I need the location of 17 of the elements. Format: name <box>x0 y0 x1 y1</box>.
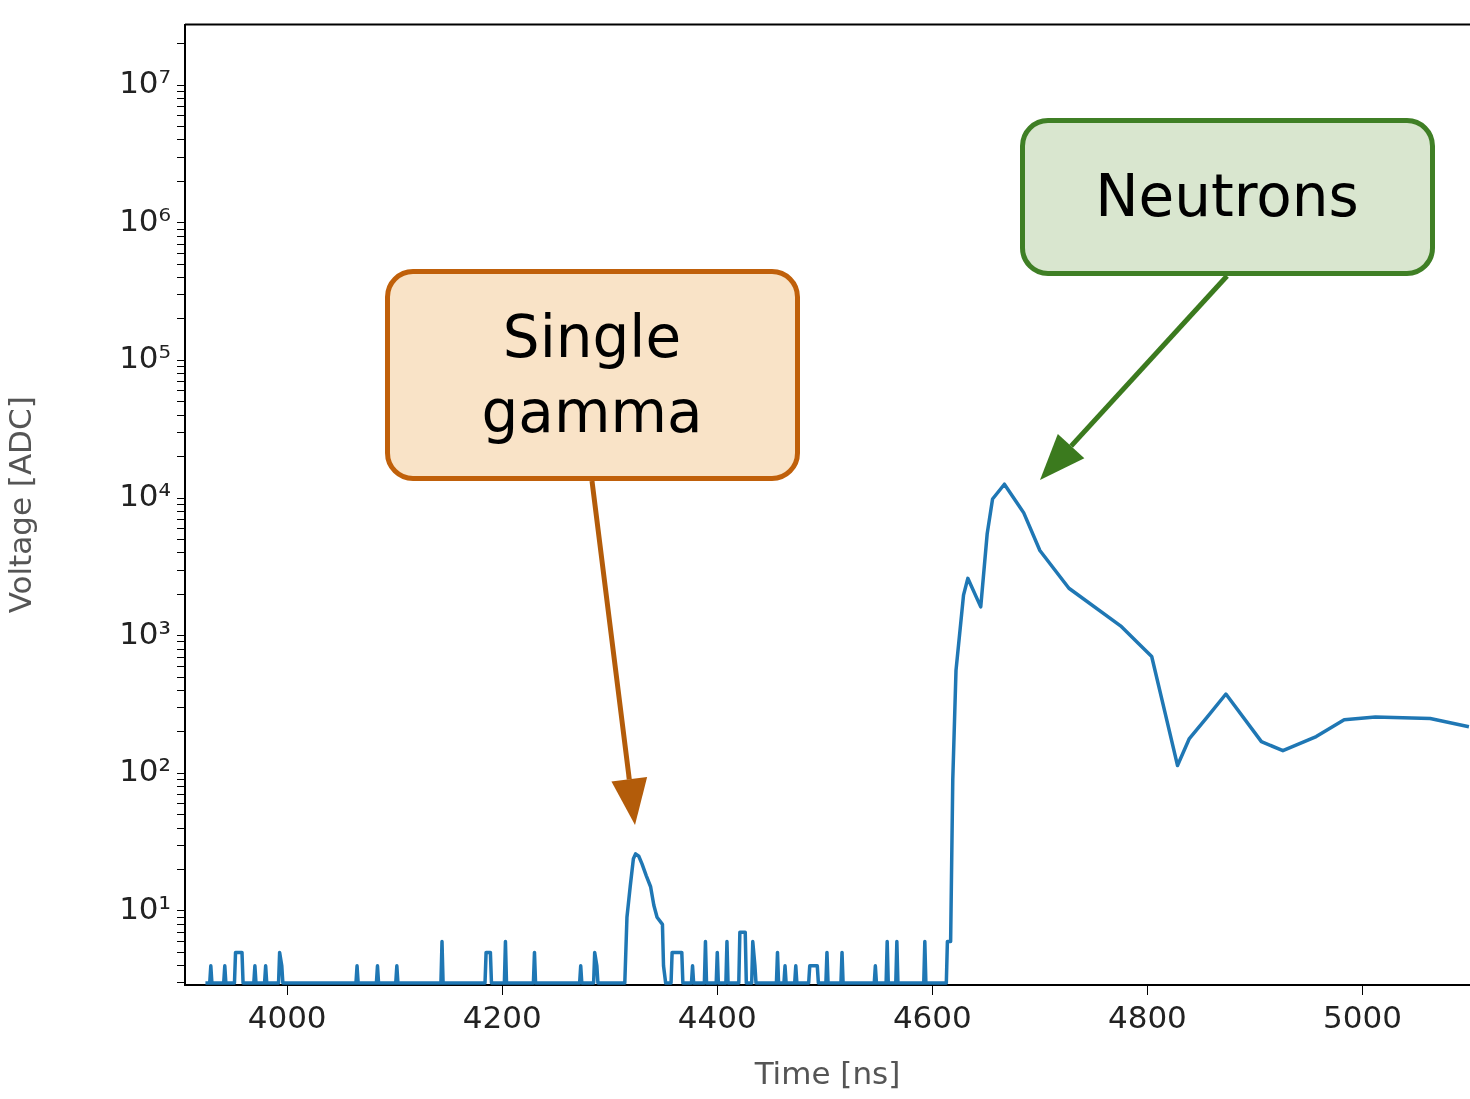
y-axis-title: Voltage [ADC] <box>1 396 38 614</box>
y-tick-label: 10⁵ <box>119 339 171 376</box>
y-tick-label: 10³ <box>119 614 171 651</box>
callout-box: Single gamma <box>384 269 800 481</box>
y-tick-label: 10² <box>119 752 171 789</box>
y-tick-label: 10⁶ <box>119 201 171 238</box>
x-tick-label: 4200 <box>462 998 542 1035</box>
x-tick-label: 4000 <box>247 998 327 1035</box>
y-tick-label: 10⁷ <box>119 64 171 101</box>
x-tick-label: 4400 <box>677 998 757 1035</box>
y-tick-label: 10¹ <box>119 890 171 927</box>
y-tick-label: 10⁴ <box>119 477 171 514</box>
x-axis-title: Time [ns] <box>753 1055 901 1092</box>
x-tick-label: 5000 <box>1323 998 1402 1035</box>
callout-box: Neutrons <box>1019 118 1435 276</box>
x-tick-label: 4600 <box>892 998 972 1035</box>
x-tick-label: 4800 <box>1107 998 1187 1035</box>
